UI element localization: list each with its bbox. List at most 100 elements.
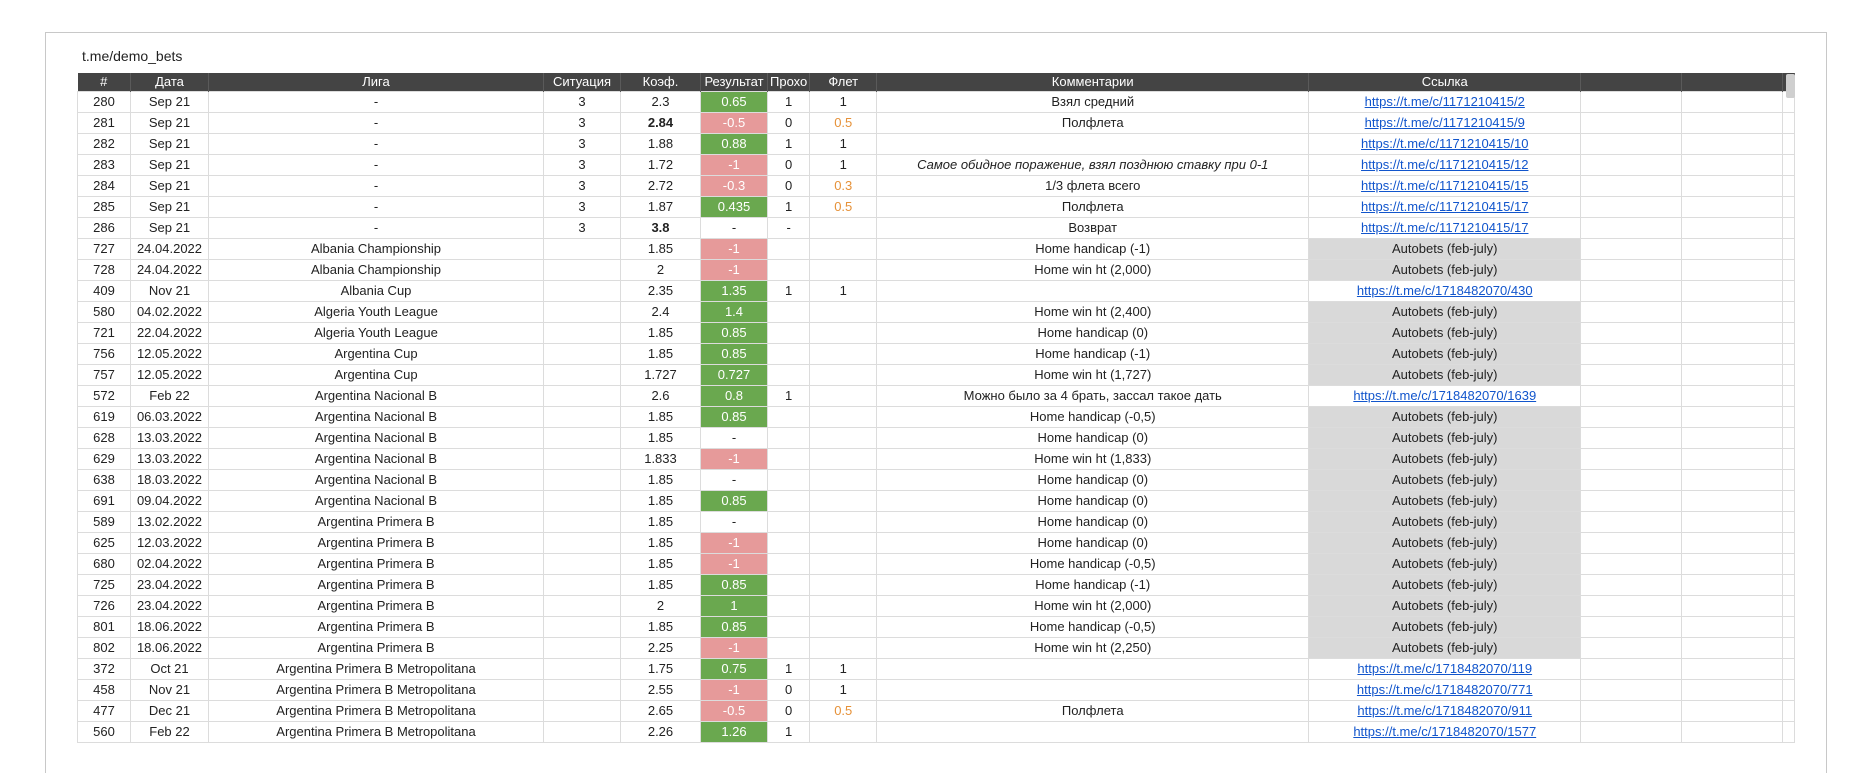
cell-flet[interactable]: 0.5 [809, 196, 878, 218]
cell-flet[interactable] [809, 532, 878, 554]
cell-league[interactable]: Algeria Youth League [208, 322, 544, 344]
cell-situation[interactable] [543, 700, 621, 722]
cell-date[interactable]: Sep 21 [130, 175, 209, 197]
cell-num[interactable]: 727 [77, 238, 131, 260]
cell-situation[interactable] [543, 364, 621, 386]
cell-coef[interactable]: 2.26 [620, 721, 701, 743]
cell-comment[interactable]: Home handicap (0) [876, 490, 1310, 512]
cell-empty[interactable] [1580, 637, 1683, 659]
cell-flet[interactable]: 1 [809, 679, 878, 701]
link-url[interactable]: https://t.me/c/1718482070/1577 [1353, 724, 1537, 739]
col-header-flet[interactable]: Флет [809, 73, 878, 92]
cell-flet[interactable]: 1 [809, 133, 878, 155]
cell-pass[interactable] [766, 469, 811, 491]
cell-coef[interactable]: 1.85 [620, 469, 701, 491]
col-header-pass[interactable]: Прохо [767, 73, 811, 92]
cell-empty[interactable] [1681, 238, 1784, 260]
cell-link[interactable]: https://t.me/c/1718482070/119 [1308, 658, 1582, 680]
cell-link[interactable]: Autobets (feb-july) [1308, 532, 1582, 554]
cell-date[interactable]: Sep 21 [130, 91, 209, 113]
cell-date[interactable]: Sep 21 [130, 133, 209, 155]
cell-pass[interactable] [766, 301, 811, 323]
cell-empty[interactable] [1580, 721, 1683, 743]
cell-link[interactable]: Autobets (feb-july) [1308, 553, 1582, 575]
cell-situation[interactable] [543, 553, 621, 575]
cell-empty[interactable] [1782, 154, 1796, 176]
cell-empty[interactable] [1782, 637, 1796, 659]
cell-comment[interactable]: Home win ht (2,250) [876, 637, 1310, 659]
cell-flet[interactable]: 0.3 [809, 175, 878, 197]
cell-result[interactable]: 0.85 [700, 343, 768, 365]
cell-coef[interactable]: 3.8 [620, 217, 701, 239]
cell-result[interactable]: -1 [700, 259, 768, 281]
cell-coef[interactable]: 1.72 [620, 154, 701, 176]
cell-coef[interactable]: 2.35 [620, 280, 701, 302]
cell-pass[interactable]: 0 [766, 700, 811, 722]
cell-comment[interactable]: Полфлета [876, 700, 1310, 722]
cell-empty[interactable] [1681, 385, 1784, 407]
cell-situation[interactable] [543, 301, 621, 323]
cell-empty[interactable] [1580, 616, 1683, 638]
cell-coef[interactable]: 2 [620, 595, 701, 617]
cell-pass[interactable] [766, 322, 811, 344]
cell-flet[interactable]: 1 [809, 91, 878, 113]
cell-flet[interactable] [809, 595, 878, 617]
cell-num[interactable]: 281 [77, 112, 131, 134]
cell-date[interactable]: 18.06.2022 [130, 616, 209, 638]
cell-comment[interactable] [876, 658, 1310, 680]
cell-date[interactable]: Oct 21 [130, 658, 209, 680]
cell-pass[interactable]: 1 [766, 280, 811, 302]
cell-empty[interactable] [1782, 490, 1796, 512]
cell-result[interactable]: -0.5 [700, 112, 768, 134]
cell-empty[interactable] [1681, 280, 1784, 302]
cell-num[interactable]: 458 [77, 679, 131, 701]
cell-link[interactable]: https://t.me/c/1718482070/1639 [1308, 385, 1582, 407]
cell-situation[interactable] [543, 574, 621, 596]
cell-empty[interactable] [1580, 217, 1683, 239]
cell-link[interactable]: https://t.me/c/1171210415/17 [1308, 196, 1582, 218]
cell-link[interactable]: Autobets (feb-july) [1308, 511, 1582, 533]
cell-empty[interactable] [1782, 175, 1796, 197]
cell-num[interactable]: 629 [77, 448, 131, 470]
cell-result[interactable]: 0.85 [700, 574, 768, 596]
cell-num[interactable]: 280 [77, 91, 131, 113]
cell-result[interactable]: 0.435 [700, 196, 768, 218]
cell-coef[interactable]: 1.85 [620, 343, 701, 365]
cell-num[interactable]: 589 [77, 511, 131, 533]
cell-empty[interactable] [1782, 469, 1796, 491]
cell-result[interactable]: -0.5 [700, 700, 768, 722]
cell-league[interactable]: Argentina Primera B Metropolitana [208, 679, 544, 701]
cell-empty[interactable] [1580, 574, 1683, 596]
cell-coef[interactable]: 1.87 [620, 196, 701, 218]
cell-empty[interactable] [1580, 322, 1683, 344]
cell-date[interactable]: 24.04.2022 [130, 238, 209, 260]
cell-coef[interactable]: 2.25 [620, 637, 701, 659]
cell-pass[interactable]: 1 [766, 196, 811, 218]
cell-pass[interactable]: - [766, 217, 811, 239]
cell-empty[interactable] [1580, 154, 1683, 176]
cell-pass[interactable] [766, 448, 811, 470]
cell-situation[interactable] [543, 385, 621, 407]
cell-empty[interactable] [1782, 616, 1796, 638]
cell-result[interactable]: 0.88 [700, 133, 768, 155]
cell-flet[interactable] [809, 259, 878, 281]
cell-pass[interactable] [766, 427, 811, 449]
cell-link[interactable]: Autobets (feb-july) [1308, 343, 1582, 365]
cell-situation[interactable] [543, 595, 621, 617]
cell-league[interactable]: Argentina Primera B [208, 616, 544, 638]
cell-empty[interactable] [1782, 532, 1796, 554]
col-header-date[interactable]: Дата [130, 73, 209, 92]
cell-pass[interactable]: 1 [766, 91, 811, 113]
cell-date[interactable]: 13.03.2022 [130, 448, 209, 470]
cell-link[interactable]: Autobets (feb-july) [1308, 259, 1582, 281]
cell-flet[interactable] [809, 343, 878, 365]
cell-comment[interactable]: Home win ht (1,727) [876, 364, 1310, 386]
link-url[interactable]: https://t.me/c/1718482070/771 [1356, 682, 1533, 697]
cell-flet[interactable] [809, 322, 878, 344]
cell-coef[interactable]: 1.85 [620, 406, 701, 428]
cell-num[interactable]: 725 [77, 574, 131, 596]
cell-link[interactable]: Autobets (feb-july) [1308, 322, 1582, 344]
cell-pass[interactable] [766, 238, 811, 260]
cell-situation[interactable] [543, 658, 621, 680]
cell-pass[interactable] [766, 553, 811, 575]
